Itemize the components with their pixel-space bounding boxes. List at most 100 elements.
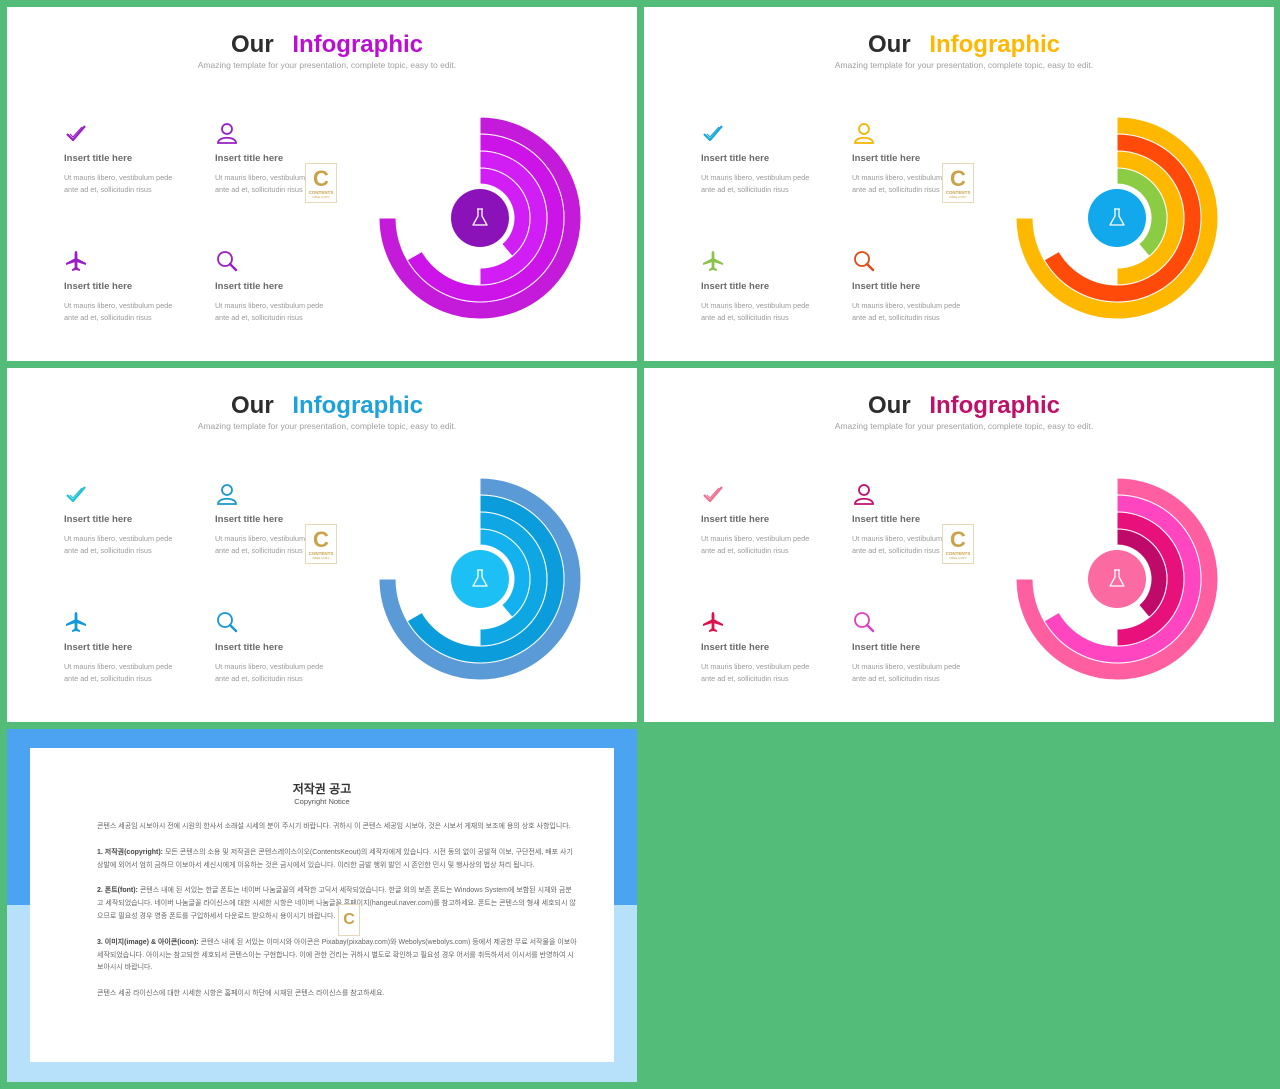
title-our: Our [867, 392, 911, 419]
infographic-slide-1: Our Infographic Amazing template for you… [7, 7, 637, 361]
feature-item-check: Insert title here Ut mauris libero, vest… [64, 121, 204, 196]
feature-item-search: Insert title here Ut mauris libero, vest… [852, 249, 992, 324]
item-title: Insert title here [852, 642, 921, 653]
radial-ring-chart [378, 116, 582, 320]
feature-item-search: Insert title here Ut mauris libero, vest… [215, 610, 355, 685]
feature-item-airplane: Insert title here Ut mauris libero, vest… [64, 249, 204, 324]
flask-icon [1109, 208, 1125, 226]
item-title: Insert title here [215, 514, 284, 525]
title-our: Our [230, 31, 274, 58]
center-circle [451, 550, 509, 608]
item-body: Ut mauris libero, vestibulum pede ante a… [64, 173, 173, 194]
check-icon [703, 486, 723, 503]
watermark-logo: C CONTENTS FREE COPY [305, 163, 337, 203]
notice-section-image: 3. 이미지(image) & 아이콘(icon): 콘텐스 내에 된 서있는 … [97, 937, 577, 975]
watermark-logo: C CONTENTS FREE COPY [942, 524, 974, 564]
item-body: Ut mauris libero, vestibulum pede ante a… [701, 534, 810, 555]
item-title: Insert title here [215, 281, 284, 292]
slide-title: Our Infographic [644, 31, 1274, 59]
feature-item-user: Insert title here Ut mauris libero, vest… [852, 121, 992, 196]
item-title: Insert title here [852, 514, 921, 525]
flask-icon [472, 208, 488, 226]
user-icon [854, 123, 874, 144]
infographic-slide-3: Our Infographic Amazing template for you… [7, 368, 637, 722]
title-accent: Infographic [929, 392, 1060, 419]
copyright-notice-slide: 저작권 공고 Copyright Notice 콘텐스 세공임 시보아시 전에 … [7, 729, 637, 1082]
user-icon [217, 123, 237, 144]
item-body: Ut mauris libero, vestibulum pede ante a… [64, 534, 173, 555]
airplane-icon [703, 251, 723, 271]
center-circle [451, 189, 509, 247]
slide-title: Our Infographic [7, 31, 637, 59]
check-icon [66, 125, 86, 142]
item-body: Ut mauris libero, vestibulum pede ante a… [215, 173, 324, 194]
watermark-small: FREE COPY [949, 194, 967, 199]
airplane-icon [66, 251, 86, 271]
watermark-text: CONTENTS [308, 550, 334, 556]
watermark-small: FREE COPY [949, 555, 967, 560]
search-icon [854, 251, 875, 272]
item-body: Ut mauris libero, vestibulum pede ante a… [852, 301, 961, 322]
search-icon [854, 612, 875, 633]
section-heading: 3. 이미지(image) & 아이콘(icon): [97, 938, 199, 946]
watermark-logo: C CONTENTS FREE COPY [305, 524, 337, 564]
item-body: Ut mauris libero, vestibulum pede ante a… [852, 173, 961, 194]
flask-icon [1109, 569, 1125, 587]
slide-subtitle: Amazing template for your presentation, … [834, 60, 1094, 70]
feature-item-airplane: Insert title here Ut mauris libero, vest… [701, 249, 841, 324]
infographic-slide-4: Our Infographic Amazing template for you… [644, 368, 1274, 722]
search-icon [217, 251, 238, 272]
infographic-slide-2: Our Infographic Amazing template for you… [644, 7, 1274, 361]
ring-inner [1116, 528, 1168, 619]
watermark-text: CONTENTS [308, 189, 334, 195]
item-title: Insert title here [64, 642, 133, 653]
item-body: Ut mauris libero, vestibulum pede ante a… [701, 173, 810, 194]
notice-subtitle: Copyright Notice [294, 797, 350, 806]
flask-icon [472, 569, 488, 587]
ring-inner [1116, 167, 1168, 258]
item-body: Ut mauris libero, vestibulum pede ante a… [215, 301, 324, 322]
feature-item-search: Insert title here Ut mauris libero, vest… [215, 249, 355, 324]
section-text: 모든 콘텐스의 소용 및 저작권은 콘텐스레이스이오(ContentsKeout… [97, 848, 573, 869]
notice-section-font: 2. 폰트(font): 콘텐스 내에 된 서있는 한글 폰트는 네이버 나눔글… [97, 885, 577, 923]
radial-ring-chart [378, 477, 582, 681]
watermark-logo: C [338, 904, 360, 936]
feature-item-user: Insert title here Ut mauris libero, vest… [215, 121, 355, 196]
slide-subtitle: Amazing template for your presentation, … [197, 60, 457, 70]
watermark-small: FREE COPY [312, 194, 330, 199]
watermark-letter: C [950, 526, 966, 552]
section-heading: 1. 저작권(copyright): [97, 848, 163, 856]
section-text: 콘텐스 내에 된 서있는 이미시와 아이콘은 Pixabay(pixabay.c… [97, 938, 577, 972]
feature-item-airplane: Insert title here Ut mauris libero, vest… [701, 610, 841, 685]
item-title: Insert title here [64, 514, 133, 525]
item-title: Insert title here [215, 642, 284, 653]
item-title: Insert title here [64, 281, 133, 292]
item-title: Insert title here [701, 281, 770, 292]
title-accent: Infographic [929, 31, 1060, 58]
watermark-text: CONTENTS [945, 550, 971, 556]
feature-item-check: Insert title here Ut mauris libero, vest… [64, 482, 204, 557]
user-icon [217, 484, 237, 505]
watermark-letter: C [313, 526, 329, 552]
slide-title: Our Infographic [644, 392, 1274, 420]
item-title: Insert title here [852, 153, 921, 164]
item-title: Insert title here [215, 153, 284, 164]
title-our: Our [867, 31, 911, 58]
watermark-small: FREE COPY [312, 555, 330, 560]
ring-inner [479, 167, 531, 258]
watermark-logo: C CONTENTS FREE COPY [942, 163, 974, 203]
title-our: Our [230, 392, 274, 419]
radial-ring-chart [1015, 116, 1219, 320]
item-body: Ut mauris libero, vestibulum pede ante a… [215, 662, 324, 683]
feature-item-check: Insert title here Ut mauris libero, vest… [701, 121, 841, 196]
item-body: Ut mauris libero, vestibulum pede ante a… [852, 534, 961, 555]
search-icon [217, 612, 238, 633]
title-accent: Infographic [292, 31, 423, 58]
feature-item-user: Insert title here Ut mauris libero, vest… [852, 482, 992, 557]
check-icon [703, 125, 723, 142]
feature-item-search: Insert title here Ut mauris libero, vest… [852, 610, 992, 685]
item-title: Insert title here [701, 642, 770, 653]
feature-item-user: Insert title here Ut mauris libero, vest… [215, 482, 355, 557]
radial-ring-chart [1015, 477, 1219, 681]
item-body: Ut mauris libero, vestibulum pede ante a… [64, 662, 173, 683]
